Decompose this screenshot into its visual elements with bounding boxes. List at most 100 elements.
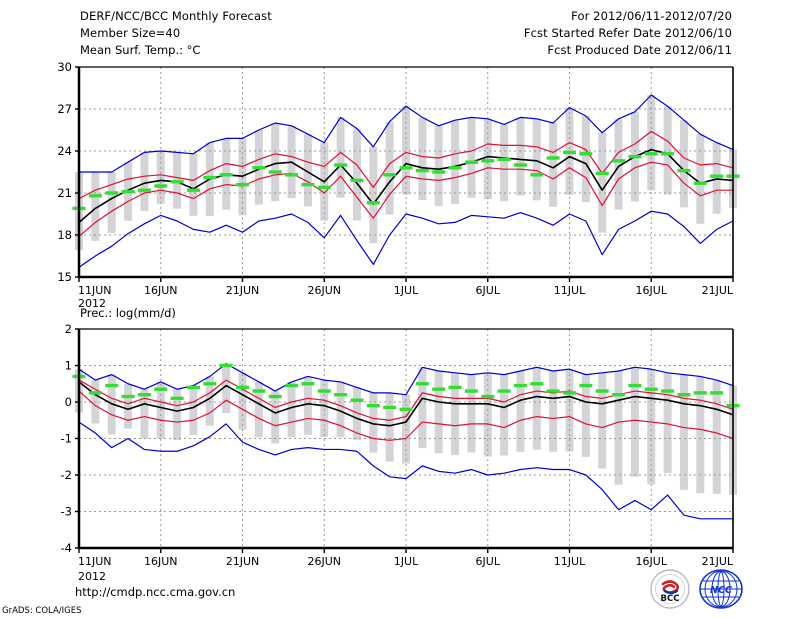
spread-bar xyxy=(418,117,427,201)
y-tick-label: 18 xyxy=(57,228,72,242)
bottom-chart-year-label: 2012 xyxy=(78,570,106,583)
spread-bar xyxy=(598,132,607,233)
series-climatology xyxy=(72,150,740,211)
spread-bar xyxy=(467,374,476,453)
spread-bar xyxy=(402,106,410,195)
prec-axis-title: Prec.: log(mm/d) xyxy=(80,306,176,320)
x-tick-label: 16JUN xyxy=(144,284,178,297)
x-tick-label: 11JUN xyxy=(78,555,112,568)
spread-bar xyxy=(91,172,100,241)
spread-bar xyxy=(320,380,329,437)
y-tick-label: -3 xyxy=(61,505,72,519)
spread-bar xyxy=(189,385,198,435)
spread-bar xyxy=(614,118,623,210)
y-tick-label: -4 xyxy=(61,541,72,555)
spread-bar xyxy=(173,389,182,441)
series-ensemble-minimum xyxy=(78,210,734,268)
spread-bar xyxy=(696,376,705,494)
produced-date-label: Fcst Produced Date 2012/06/11 xyxy=(547,43,732,57)
spread-bar xyxy=(222,363,231,414)
spread-bar xyxy=(614,370,623,485)
x-tick-label: 21JUN xyxy=(226,555,260,568)
spread-bar xyxy=(598,372,607,469)
series-ensemble-minimum xyxy=(78,421,734,520)
spread-bar xyxy=(369,146,378,244)
spread-bar xyxy=(500,374,509,456)
y-tick-label: 24 xyxy=(57,144,72,158)
spread-bar xyxy=(532,367,541,450)
spread-bar xyxy=(369,392,378,453)
spread-bar xyxy=(140,389,149,439)
svg-text:BCC: BCC xyxy=(661,594,680,604)
spread-bar xyxy=(287,381,296,438)
x-tick-label: 11JUL xyxy=(554,284,586,297)
x-tick-label: 1JUL xyxy=(394,555,419,568)
series-lower-quartile xyxy=(78,390,734,441)
spread-bar xyxy=(500,124,509,202)
spread-bar xyxy=(238,372,247,430)
grads-credit: GrADS: COLA/IGES xyxy=(2,606,82,616)
spread-bar xyxy=(630,367,639,477)
spread-bar xyxy=(696,134,705,224)
spread-bar xyxy=(107,172,116,233)
x-tick-label: 11JUN xyxy=(78,284,112,297)
spread-bar xyxy=(663,106,672,195)
x-tick-label: 26JUN xyxy=(307,284,341,297)
spread-bar xyxy=(352,128,361,221)
y-tick-label: 21 xyxy=(57,186,72,200)
x-tick-label: 1JUL xyxy=(394,284,419,297)
spread-bar xyxy=(549,123,558,207)
organization-logos: BCC NCC xyxy=(650,569,743,609)
x-tick-label: 16JUL xyxy=(636,284,668,297)
ncc-logo: NCC xyxy=(699,569,743,609)
spread-bar xyxy=(205,376,214,426)
y-tick-label: 2 xyxy=(65,322,72,336)
x-tick-label: 16JUN xyxy=(144,555,178,568)
source-url: http://cmdp.ncc.cma.gov.cn xyxy=(75,585,236,599)
y-tick-label: 30 xyxy=(57,60,72,74)
spread-bar xyxy=(712,380,721,494)
spread-bar xyxy=(516,370,525,452)
spread-bar xyxy=(434,125,443,207)
spread-bar xyxy=(418,367,427,449)
chart-surface-temperature: 15 18 21 24 27 30 11JUN 16JUN 21JUN 26JUN 1JUL 6JUL… xyxy=(57,60,740,297)
top-chart-year-label: 2012 xyxy=(78,297,106,310)
spread-bar xyxy=(189,153,198,216)
spread-bar xyxy=(679,374,688,490)
started-refer-date-label: Fcst Started Refer Date 2012/06/10 xyxy=(523,26,732,40)
member-size-label: Member Size=40 xyxy=(80,26,181,40)
forecast-range-label: For 2012/06/11-2012/07/20 xyxy=(571,9,732,23)
y-tick-label: 0 xyxy=(65,395,72,409)
page-title: DERF/NCC/BCC Monthly Forecast xyxy=(80,9,272,23)
series-ensemble-mean xyxy=(78,381,734,427)
y-tick-label: -1 xyxy=(61,432,72,446)
y-tick-label: 27 xyxy=(57,102,72,116)
spread-bar xyxy=(140,152,149,211)
spread-bar xyxy=(581,116,590,203)
x-tick-label: 6JUL xyxy=(476,284,501,297)
spread-bar xyxy=(254,381,263,438)
y-tick-label: 1 xyxy=(65,359,72,373)
spread-bar xyxy=(271,123,280,202)
x-tick-label: 26JUN xyxy=(307,555,341,568)
series-upper-quartile xyxy=(78,130,734,200)
x-tick-label: 21JUL xyxy=(702,284,734,297)
svg-text:NCC: NCC xyxy=(710,585,732,596)
spread-bar xyxy=(467,117,476,198)
x-tick-label: 6JUL xyxy=(476,555,501,568)
spread-bar xyxy=(679,120,688,208)
spread-bar xyxy=(385,392,394,462)
spread-bar xyxy=(271,391,280,444)
spread-bar xyxy=(532,118,541,201)
spread-bar xyxy=(385,121,394,215)
temp-axis-title: Mean Surf. Temp.: °C xyxy=(80,43,201,57)
chart-precipitation: -4 -3 -2 -1 0 1 2 11JUN 16JUN 21JUN 26JUN 1JUL 6JUL 1… xyxy=(61,322,740,568)
series-ensemble-maximum xyxy=(78,94,734,173)
spread-bar xyxy=(336,117,345,198)
x-tick-label: 16JUL xyxy=(636,555,668,568)
spread-bar xyxy=(663,372,672,474)
series-ensemble-mean xyxy=(78,148,734,224)
spread-bar xyxy=(434,370,443,454)
